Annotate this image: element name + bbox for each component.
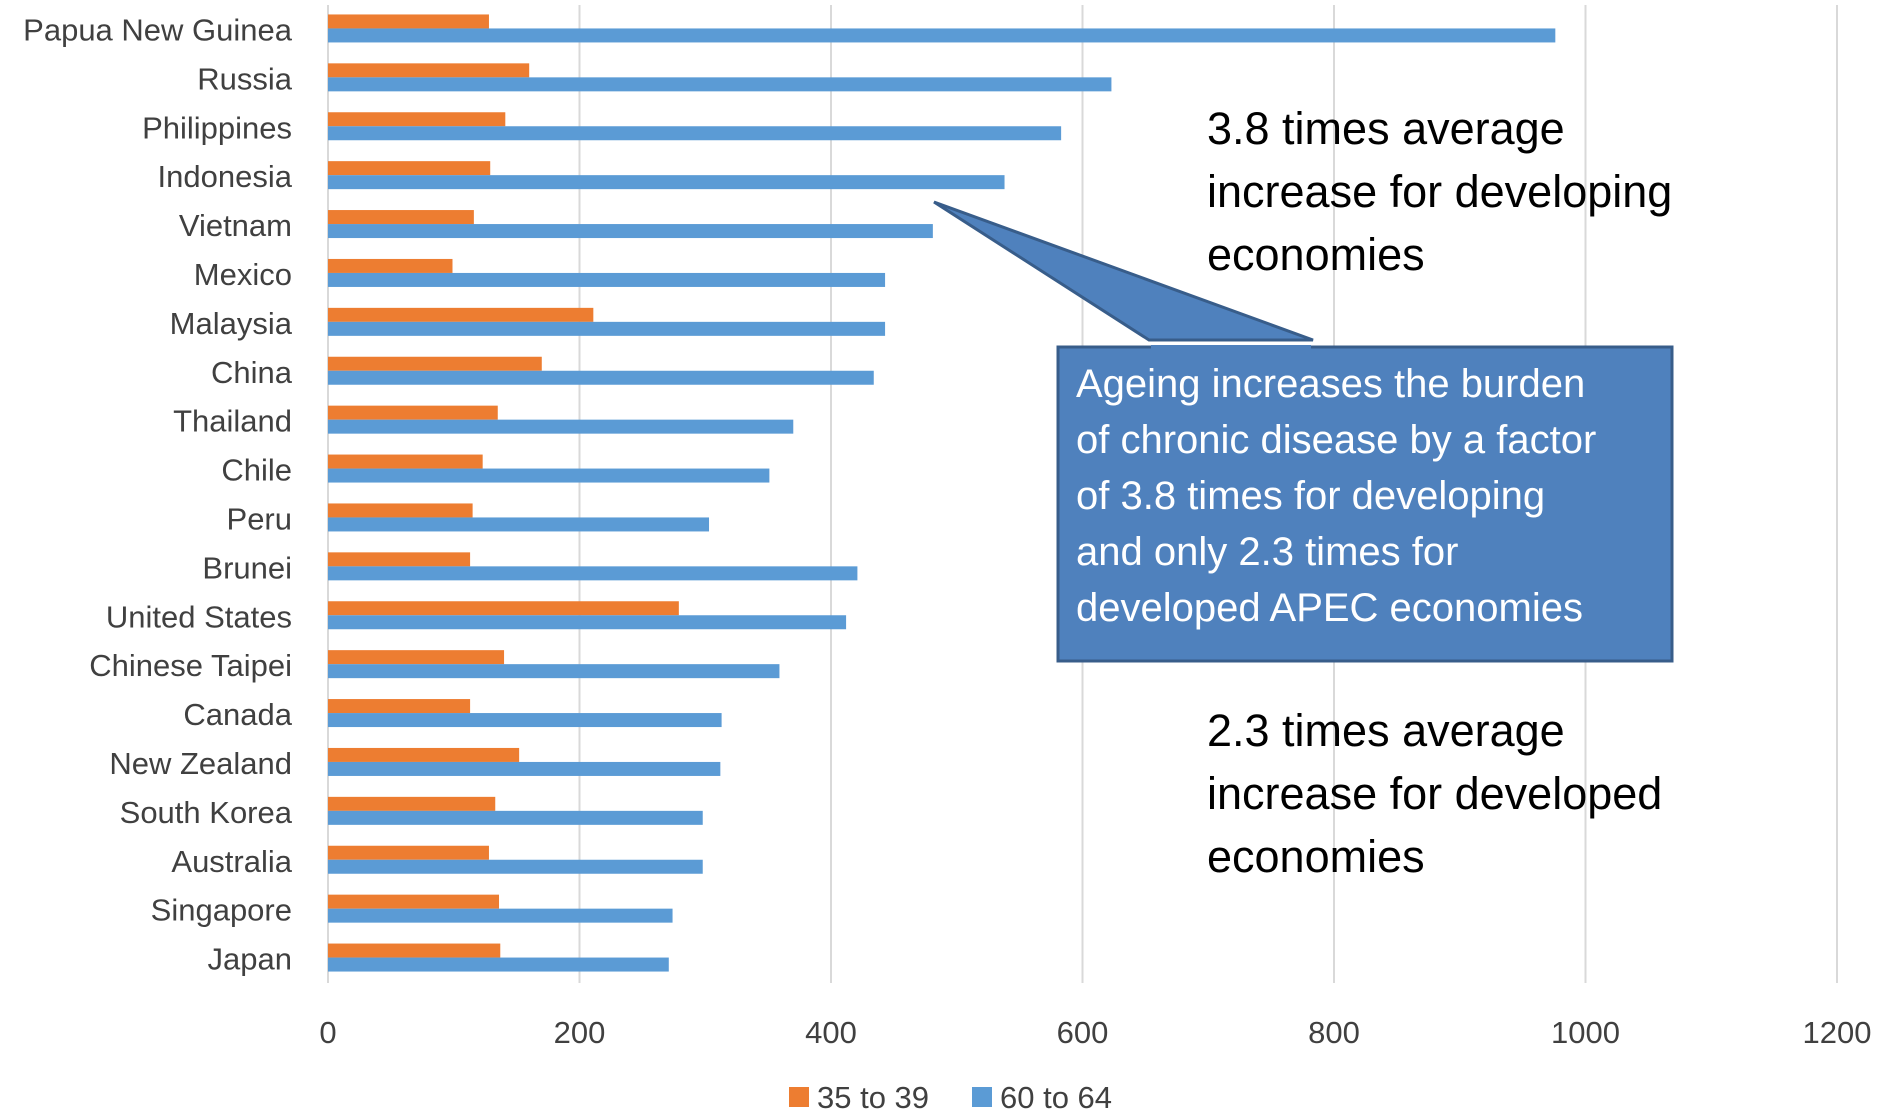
x-tick-label: 400 bbox=[805, 1015, 857, 1050]
bar-60-to-64 bbox=[328, 321, 886, 336]
x-axis-tick-labels: 0 200 400 600 800 1000 1200 bbox=[319, 1015, 1871, 1050]
bar-60-to-64 bbox=[328, 517, 710, 532]
bar-35-to-39 bbox=[328, 405, 498, 420]
bar-60-to-64 bbox=[328, 566, 858, 581]
bar-35-to-39 bbox=[328, 747, 520, 762]
category-label: South Korea bbox=[120, 795, 293, 830]
bar-60-to-64 bbox=[328, 272, 886, 287]
bar-60-to-64 bbox=[328, 419, 794, 434]
bar-60-to-64 bbox=[328, 468, 770, 483]
legend[interactable]: 35 to 39 60 to 64 bbox=[789, 1080, 1112, 1109]
x-tick-label: 1000 bbox=[1551, 1015, 1620, 1050]
category-label: Thailand bbox=[173, 404, 292, 439]
x-tick-label: 200 bbox=[554, 1015, 606, 1050]
bar-60-to-64 bbox=[328, 859, 703, 874]
category-label: Canada bbox=[183, 697, 292, 732]
bar-60-to-64 bbox=[328, 957, 669, 972]
category-label: Singapore bbox=[151, 893, 292, 928]
category-label: Brunei bbox=[202, 550, 292, 585]
category-label: Chinese Taipei bbox=[89, 648, 292, 683]
bar-60-to-64 bbox=[328, 615, 847, 630]
callout-text: Ageing increases the burden of chronic d… bbox=[1076, 362, 1597, 630]
bar-35-to-39 bbox=[328, 699, 471, 714]
bar-60-to-64 bbox=[328, 810, 703, 825]
developed-economies-note: 2.3 times average increase for developed… bbox=[1207, 705, 1663, 882]
category-label: Malaysia bbox=[170, 306, 293, 341]
category-label: China bbox=[211, 355, 293, 390]
category-label: Japan bbox=[208, 942, 292, 977]
callout-box bbox=[933, 200, 1674, 663]
bar-35-to-39 bbox=[328, 601, 679, 616]
bars bbox=[328, 14, 1556, 972]
category-labels: Japan Singapore Australia South Korea New Ze… bbox=[23, 12, 293, 976]
bar-35-to-39 bbox=[328, 63, 530, 78]
bar-60-to-64 bbox=[328, 908, 673, 923]
legend-label: 35 to 39 bbox=[817, 1080, 929, 1109]
category-label: Chile bbox=[221, 453, 292, 488]
category-label: Vietnam bbox=[179, 208, 292, 243]
bar-60-to-64 bbox=[328, 713, 722, 728]
x-tick-label: 1200 bbox=[1803, 1015, 1872, 1050]
bar-60-to-64 bbox=[328, 761, 721, 776]
category-label: United States bbox=[106, 599, 292, 634]
bar-35-to-39 bbox=[328, 307, 594, 322]
bar-35-to-39 bbox=[328, 356, 542, 371]
bar-35-to-39 bbox=[328, 454, 483, 469]
bar-35-to-39 bbox=[328, 894, 500, 909]
category-label: Philippines bbox=[142, 110, 292, 145]
bar-60-to-64 bbox=[328, 224, 933, 239]
bar-35-to-39 bbox=[328, 112, 506, 127]
category-label: Mexico bbox=[194, 257, 292, 292]
legend-swatch bbox=[789, 1087, 809, 1107]
legend-label: 60 to 64 bbox=[1000, 1080, 1112, 1109]
bar-35-to-39 bbox=[328, 258, 453, 273]
bar-60-to-64 bbox=[328, 126, 1062, 141]
category-label: New Zealand bbox=[109, 746, 292, 781]
bar-60-to-64 bbox=[328, 370, 874, 385]
bar-35-to-39 bbox=[328, 943, 501, 958]
bar-35-to-39 bbox=[328, 845, 489, 860]
bar-35-to-39 bbox=[328, 210, 474, 225]
developing-economies-note: 3.8 times average increase for developin… bbox=[1207, 103, 1673, 280]
category-label: Indonesia bbox=[158, 159, 293, 194]
category-label: Peru bbox=[227, 501, 292, 536]
bar-35-to-39 bbox=[328, 161, 491, 176]
bar-60-to-64 bbox=[328, 77, 1112, 92]
bar-35-to-39 bbox=[328, 796, 496, 811]
callout-pointer bbox=[933, 200, 1314, 342]
bar-60-to-64 bbox=[328, 175, 1005, 190]
callout-body bbox=[1056, 345, 1674, 663]
bar-35-to-39 bbox=[328, 552, 471, 567]
category-label: Australia bbox=[171, 844, 292, 879]
bar-35-to-39 bbox=[328, 503, 473, 518]
bar-60-to-64 bbox=[328, 664, 780, 679]
category-label: Papua New Guinea bbox=[23, 12, 293, 47]
x-tick-label: 0 bbox=[319, 1015, 336, 1050]
legend-swatch bbox=[972, 1087, 992, 1107]
category-label: Russia bbox=[197, 61, 293, 96]
bar-60-to-64 bbox=[328, 28, 1556, 43]
bar-35-to-39 bbox=[328, 650, 505, 665]
x-tick-label: 800 bbox=[1308, 1015, 1360, 1050]
x-tick-label: 600 bbox=[1057, 1015, 1109, 1050]
bar-35-to-39 bbox=[328, 14, 489, 29]
